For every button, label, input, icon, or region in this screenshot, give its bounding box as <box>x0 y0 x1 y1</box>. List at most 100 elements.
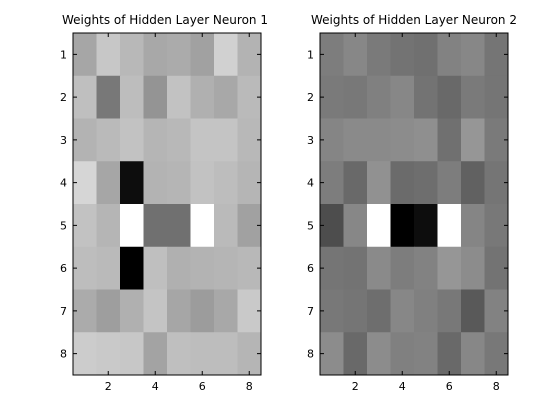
heatmap-cell-r8-c6 <box>437 332 462 376</box>
heatmap-cell-r4-c2 <box>343 161 368 205</box>
heatmap-cell-r7-c2 <box>343 289 368 333</box>
heatmap-cell-r1-c8 <box>237 33 262 77</box>
heatmap-cell-r4-c5 <box>167 161 191 205</box>
heatmap-cell-r2-c3 <box>367 75 391 119</box>
heatmap-cell-r6-c4 <box>143 246 168 290</box>
heatmap-cell-r1-c6 <box>437 33 462 77</box>
heatmap-cell-r5-c2 <box>343 204 368 248</box>
heatmap-cell-r6-c6 <box>190 246 215 290</box>
heatmap-cell-r2-c1 <box>73 75 97 119</box>
heatmap-cell-r7-c2 <box>96 289 121 333</box>
y-tick-label: 7 <box>307 305 314 318</box>
heatmap-cell-r8-c3 <box>120 332 144 376</box>
heatmap-cell-r3-c7 <box>214 118 238 162</box>
heatmap-cell-r6-c3 <box>120 246 144 290</box>
y-tick-label: 4 <box>307 177 314 190</box>
heatmap-panel-neuron-1: Weights of Hidden Layer Neuron 1 2 4 6 8 1 2 3… <box>60 13 268 393</box>
heatmap-cell-r8-c1 <box>73 332 97 376</box>
heatmap-cell-r2-c2 <box>343 75 368 119</box>
heatmap-cell-r1-c3 <box>367 33 391 77</box>
y-tick-label: 8 <box>307 348 314 361</box>
x-tick-label: 8 <box>246 380 253 393</box>
axes-frame <box>319 32 509 376</box>
heatmap-cell-r6-c5 <box>167 246 191 290</box>
heatmap-cell-r1-c7 <box>461 33 485 77</box>
heatmap-cell-r6-c7 <box>214 246 238 290</box>
axis-ticks: 2 4 6 8 1 2 3 4 5 6 7 8 <box>307 33 508 393</box>
heatmap-cell-r4-c6 <box>190 161 215 205</box>
y-tick-label: 2 <box>60 91 67 104</box>
heatmap-cell-r8-c7 <box>461 332 485 376</box>
heatmap-cell-r5-c8 <box>484 204 509 248</box>
heatmap-cell-r8-c7 <box>214 332 238 376</box>
y-tick-label: 4 <box>60 177 67 190</box>
heatmap-cell-r6-c5 <box>414 246 438 290</box>
heatmap-cell-r2-c2 <box>96 75 121 119</box>
heatmap-cell-r1-c5 <box>414 33 438 77</box>
heatmap-cell-r4-c6 <box>437 161 462 205</box>
heatmap-cell-r7-c4 <box>143 289 168 333</box>
heatmap-cell-r3-c5 <box>167 118 191 162</box>
y-tick-label: 1 <box>307 48 314 61</box>
heatmap-cell-r5-c8 <box>237 204 262 248</box>
heatmap-cells <box>73 33 262 376</box>
heatmap-cell-r2-c6 <box>190 75 215 119</box>
y-tick-label: 5 <box>307 219 314 232</box>
heatmap-cell-r2-c5 <box>414 75 438 119</box>
heatmap-cell-r6-c8 <box>237 246 262 290</box>
heatmap-cell-r5-c6 <box>190 204 215 248</box>
heatmap-cell-r3-c3 <box>120 118 144 162</box>
heatmap-cell-r1-c4 <box>390 33 415 77</box>
heatmap-cell-r4-c4 <box>390 161 415 205</box>
heatmap-cell-r5-c4 <box>143 204 168 248</box>
heatmap-cell-r2-c7 <box>461 75 485 119</box>
heatmap-cell-r4-c1 <box>320 161 344 205</box>
heatmap-cell-r1-c1 <box>73 33 97 77</box>
heatmap-cell-r7-c7 <box>214 289 238 333</box>
heatmap-cell-r3-c4 <box>390 118 415 162</box>
heatmap-cell-r3-c6 <box>190 118 215 162</box>
heatmap-cell-r6-c3 <box>367 246 391 290</box>
heatmap-cells <box>320 33 509 376</box>
heatmap-cell-r4-c7 <box>214 161 238 205</box>
y-tick-label: 3 <box>307 134 314 147</box>
heatmap-cell-r1-c2 <box>343 33 368 77</box>
x-tick-label: 2 <box>352 380 359 393</box>
heatmap-cell-r4-c3 <box>120 161 144 205</box>
heatmap-cell-r5-c7 <box>461 204 485 248</box>
y-tick-label: 1 <box>60 48 67 61</box>
heatmap-cell-r8-c5 <box>414 332 438 376</box>
chart-title: Weights of Hidden Layer Neuron 1 <box>62 13 268 27</box>
heatmap-cell-r2-c3 <box>120 75 144 119</box>
heatmap-cell-r1-c4 <box>143 33 168 77</box>
heatmap-cell-r3-c3 <box>367 118 391 162</box>
heatmap-cell-r2-c6 <box>437 75 462 119</box>
heatmap-cell-r3-c1 <box>320 118 344 162</box>
x-tick-label: 6 <box>446 380 453 393</box>
heatmap-cell-r7-c8 <box>237 289 262 333</box>
heatmap-cell-r3-c6 <box>437 118 462 162</box>
heatmap-cell-r5-c2 <box>96 204 121 248</box>
heatmap-cell-r8-c2 <box>96 332 121 376</box>
heatmap-cell-r7-c6 <box>437 289 462 333</box>
heatmap-cell-r1-c5 <box>167 33 191 77</box>
axes-frame <box>72 32 262 376</box>
heatmap-cell-r8-c6 <box>190 332 215 376</box>
y-tick-label: 6 <box>60 262 67 275</box>
heatmap-cell-r7-c3 <box>367 289 391 333</box>
y-tick-label: 7 <box>60 305 67 318</box>
y-tick-label: 5 <box>60 219 67 232</box>
heatmap-cell-r7-c7 <box>461 289 485 333</box>
heatmap-cell-r4-c8 <box>484 161 509 205</box>
heatmap-cell-r2-c5 <box>167 75 191 119</box>
heatmap-cell-r5-c1 <box>73 204 97 248</box>
heatmap-cell-r8-c8 <box>237 332 262 376</box>
heatmap-cell-r2-c4 <box>390 75 415 119</box>
heatmap-cell-r1-c3 <box>120 33 144 77</box>
heatmap-cell-r6-c2 <box>343 246 368 290</box>
y-tick-label: 2 <box>307 91 314 104</box>
x-tick-label: 4 <box>152 380 159 393</box>
heatmap-cell-r1-c7 <box>214 33 238 77</box>
heatmap-cell-r4-c5 <box>414 161 438 205</box>
